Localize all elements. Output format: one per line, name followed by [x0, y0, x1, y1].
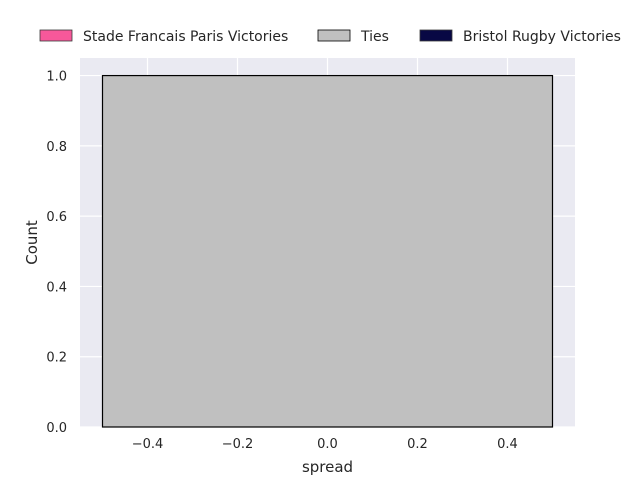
x-tick-label: −0.2 — [222, 437, 254, 452]
legend-swatch — [419, 29, 453, 42]
y-tick-label: 0.8 — [46, 140, 67, 155]
x-tick-label: 0.2 — [407, 437, 428, 452]
histogram-bar — [101, 74, 554, 428]
x-tick-label: 0.4 — [497, 437, 518, 452]
x-tick-label: 0.0 — [317, 437, 338, 452]
legend-label: Stade Francais Paris Victories — [83, 29, 288, 45]
legend-swatch — [39, 29, 73, 42]
legend-label: Ties — [360, 29, 389, 45]
legend-label: Bristol Rugby Victories — [463, 29, 621, 45]
y-tick-label: 0.0 — [46, 421, 67, 436]
y-axis-label: Count — [23, 220, 41, 265]
y-tick-label: 0.2 — [46, 351, 67, 366]
x-tick-label: −0.4 — [132, 437, 164, 452]
legend-swatch — [317, 29, 351, 42]
x-axis-label: spread — [302, 458, 353, 476]
y-tick-label: 1.0 — [46, 70, 67, 85]
legend: Stade Francais Paris Victories Ties Bristo… — [39, 29, 621, 45]
y-tick-label: 0.6 — [46, 210, 67, 225]
y-tick-label: 0.4 — [46, 280, 67, 295]
